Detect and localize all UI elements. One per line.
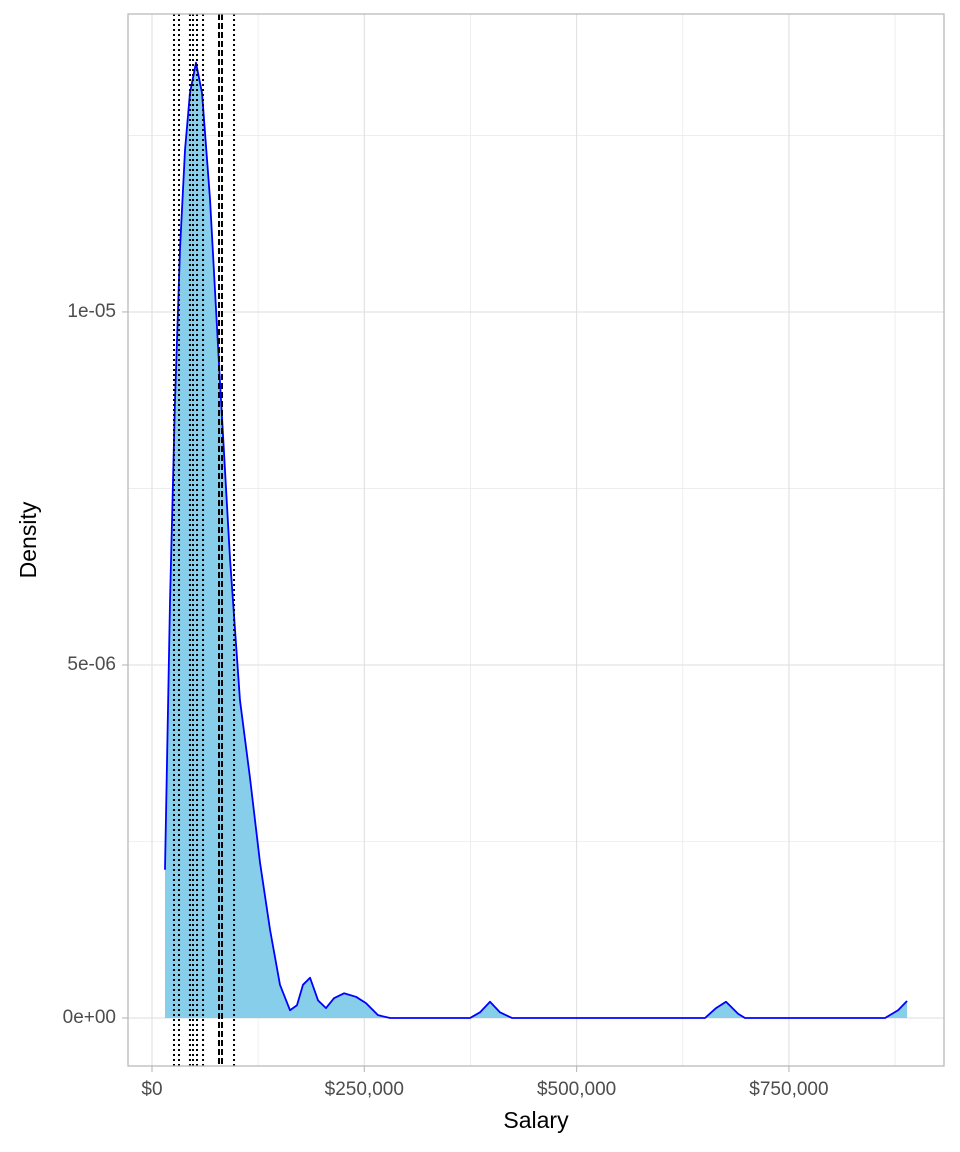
y-tick-label: 0e+00: [63, 1007, 116, 1028]
y-tick-label: 1e-05: [67, 301, 116, 322]
x-tick-label: $500,000: [537, 1079, 616, 1100]
x-tick-label: $250,000: [325, 1079, 404, 1100]
panel-border: [127, 13, 945, 1067]
density-area: [164, 62, 908, 1018]
x-axis-title: Salary: [503, 1107, 569, 1133]
density-line: [164, 61, 908, 1019]
x-tick-label: $750,000: [749, 1079, 828, 1100]
x-tick-label: $0: [141, 1079, 162, 1100]
y-tick-label: 5e-06: [67, 654, 116, 675]
y-axis-title: Density: [15, 501, 41, 578]
